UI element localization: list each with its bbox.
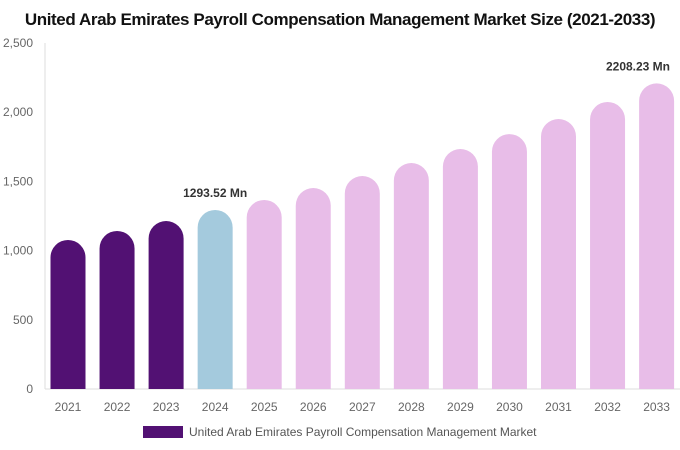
bar-2033	[639, 83, 675, 389]
data-label: 1293.52 Mn	[183, 186, 247, 200]
x-tick-label: 2029	[447, 400, 474, 414]
x-tick-label: 2024	[202, 400, 229, 414]
y-tick-label: 0	[26, 382, 33, 396]
bar-2027	[344, 176, 380, 389]
bar-2028	[393, 162, 429, 389]
y-tick-label: 500	[13, 313, 33, 327]
bar-2029	[442, 149, 478, 389]
x-tick-label: 2026	[300, 400, 327, 414]
bar-2026	[295, 188, 331, 389]
y-tick-label: 1,000	[3, 244, 33, 258]
bar-2022	[99, 230, 135, 389]
y-tick-label: 2,500	[3, 36, 33, 50]
x-tick-label: 2023	[153, 400, 180, 414]
bar-2021	[50, 239, 86, 389]
data-label: 2208.23 Mn	[606, 59, 670, 73]
bar-2025	[246, 199, 282, 389]
bar-2031	[541, 118, 576, 389]
legend-label: United Arab Emirates Payroll Compensatio…	[189, 425, 537, 439]
chart-title: United Arab Emirates Payroll Compensatio…	[24, 10, 656, 29]
y-tick-label: 1,500	[3, 174, 33, 188]
x-tick-label: 2033	[643, 400, 670, 414]
x-tick-label: 2031	[545, 400, 572, 414]
x-tick-label: 2025	[251, 400, 278, 414]
bar-2023	[148, 220, 184, 389]
x-tick-label: 2021	[55, 400, 82, 414]
bar-2024	[197, 209, 233, 389]
legend: United Arab Emirates Payroll Compensatio…	[143, 425, 537, 439]
bar-2030	[491, 134, 527, 389]
bar-2032	[590, 101, 626, 389]
x-tick-label: 2022	[104, 400, 131, 414]
x-tick-label: 2027	[349, 400, 376, 414]
x-tick-label: 2028	[398, 400, 425, 414]
x-tick-label: 2032	[594, 400, 621, 414]
x-tick-label: 2030	[496, 400, 523, 414]
y-tick-label: 2,000	[3, 105, 33, 119]
legend-swatch	[143, 426, 183, 438]
